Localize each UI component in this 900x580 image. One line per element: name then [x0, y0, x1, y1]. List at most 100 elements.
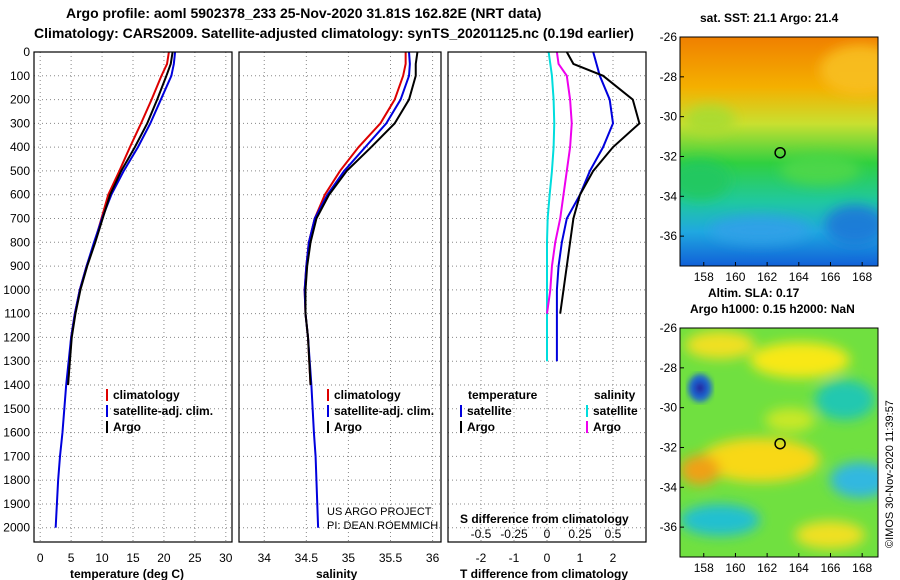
salinity-grid — [239, 51, 441, 542]
temperature-series — [54, 51, 177, 528]
legend-mark-t-argo — [460, 421, 462, 433]
sla-map-subtitle: Argo h1000: 0.15 h2000: NaN — [690, 302, 855, 316]
depth-tick-label: 1500 — [3, 402, 30, 416]
lon-tick-label: 162 — [757, 561, 777, 575]
temperature-xlabel: temperature (deg C) — [70, 567, 184, 580]
salinity-axes-box — [238, 51, 442, 543]
legend-mark-argo — [106, 421, 108, 433]
depth-tick-labels: 0 100 200 300 400 500 600 700 800 900 1000 1100 1200… — [3, 45, 30, 535]
legend-heading-salinity: salinity — [594, 388, 636, 402]
lat-tick-label: -30 — [660, 110, 678, 124]
x-tick-label: 36 — [426, 551, 440, 565]
legend-label-s-satellite: satellite — [593, 404, 638, 418]
difference-axes-box — [447, 51, 647, 543]
s-tick-label: 0.5 — [605, 527, 622, 541]
depth-tick-label: 1700 — [3, 449, 30, 463]
lon-tick-label: 168 — [852, 270, 872, 284]
depth-tick-label: 0 — [23, 45, 30, 59]
sla-map-frame — [679, 327, 879, 558]
sst-map: sat. SST: 21.1 Argo: 21.4 158 160 162 164 16… — [660, 11, 879, 284]
depth-tick-label: 200 — [10, 93, 30, 107]
temperature-axes-box — [33, 51, 233, 543]
series-satellite-adj-clim- — [303, 51, 411, 528]
legend-mark-satellite — [106, 405, 108, 417]
x-tick-label: 2 — [610, 551, 617, 565]
x-tick-label: 25 — [188, 551, 202, 565]
depth-tick-label: 500 — [10, 164, 30, 178]
legend-label-s-argo: Argo — [593, 420, 621, 434]
x-tick-label: 15 — [126, 551, 140, 565]
s-difference-xlabel: S difference from climatology — [460, 512, 629, 526]
legend-label-argo: Argo — [113, 420, 141, 434]
lat-tick-label: -30 — [660, 401, 678, 415]
difference-plot: -2 -1 0 1 2 -0.5 -0.25 0 0.25 0.5 T difference f… — [447, 51, 647, 580]
s-tick-label: 0.25 — [568, 527, 592, 541]
sla-lon-ticks: 158 160 162 164 166 168 — [694, 553, 872, 575]
lat-tick-label: -34 — [660, 189, 678, 203]
legend-mark-t-satellite — [460, 405, 462, 417]
lat-tick-label: -32 — [660, 440, 678, 454]
legend-label-t-satellite: satellite — [467, 404, 512, 418]
legend-mark-s-satellite — [586, 405, 588, 417]
lat-tick-label: -36 — [660, 229, 678, 243]
x-tick-label: 0 — [544, 551, 551, 565]
lat-tick-label: -32 — [660, 149, 678, 163]
sst-lon-ticks: 158 160 162 164 166 168 — [694, 262, 872, 284]
project-credit: US ARGO PROJECT — [327, 506, 432, 518]
series-argo — [304, 51, 419, 386]
argo-location-marker — [774, 146, 786, 159]
lon-tick-label: 166 — [820, 270, 840, 284]
legend-label-climatology: climatology — [113, 388, 180, 402]
difference-legend: temperature salinity satellite Argo sate… — [460, 388, 638, 434]
header-line-1: Argo profile: aoml 5902378_233 25-Nov-20… — [66, 5, 542, 21]
lat-tick-label: -26 — [660, 30, 678, 44]
sst-map-title: sat. SST: 21.1 Argo: 21.4 — [700, 11, 839, 25]
depth-tick-label: 1100 — [4, 307, 30, 321]
depth-tick-label: 900 — [10, 259, 30, 273]
x-tick-label: 5 — [68, 551, 75, 565]
lon-tick-label: 158 — [694, 270, 714, 284]
legend-heading-temperature: temperature — [468, 388, 538, 402]
lat-tick-label: -26 — [660, 321, 678, 335]
s-tick-label: -0.5 — [471, 527, 492, 541]
lon-tick-label: 164 — [789, 561, 809, 575]
series-t-argo — [559, 51, 641, 314]
temperature-grid — [34, 51, 232, 542]
x-tick-label: 20 — [157, 551, 171, 565]
sst-lat-ticks: -26 -28 -30 -32 -34 -36 — [660, 30, 684, 243]
legend-mark-climatology — [106, 389, 108, 401]
sst-map-frame — [679, 36, 879, 267]
lon-tick-label: 160 — [725, 270, 745, 284]
depth-tick-label: 1400 — [3, 378, 30, 392]
series-s-satellite — [546, 51, 556, 362]
salinity-legend: climatology satellite-adj. clim. Argo — [327, 388, 434, 434]
lon-tick-label: 166 — [820, 561, 840, 575]
salinity-tick-labels: 34 34.5 35 35.5 36 — [258, 551, 440, 565]
argo-location-marker — [774, 437, 786, 450]
sla-map-title: Altim. SLA: 0.17 — [708, 286, 800, 300]
series-s-argo — [546, 51, 573, 314]
lon-tick-label: 162 — [757, 270, 777, 284]
x-tick-label: -2 — [476, 551, 487, 565]
sla-map: Altim. SLA: 0.17 Argo h1000: 0.15 h2000:… — [660, 286, 879, 575]
x-tick-label: 34 — [258, 551, 272, 565]
legend-mark-satellite — [327, 405, 329, 417]
x-tick-label: 35 — [342, 551, 356, 565]
lon-tick-label: 158 — [694, 561, 714, 575]
x-tick-label: 35.5 — [379, 551, 403, 565]
depth-tick-label: 600 — [10, 188, 30, 202]
lon-tick-label: 168 — [852, 561, 872, 575]
s-tick-label: 0 — [544, 527, 551, 541]
s-difference-tick-labels: -0.5 -0.25 0 0.25 0.5 — [471, 527, 622, 541]
temperature-tick-labels: 0 5 10 15 20 25 30 — [37, 551, 233, 565]
salinity-plot: 34 34.5 35 35.5 36 salinity climatology sate… — [238, 51, 442, 580]
difference-series — [546, 51, 641, 362]
legend-label-argo: Argo — [334, 420, 362, 434]
depth-tick-label: 1800 — [3, 473, 30, 487]
legend-label-t-argo: Argo — [467, 420, 495, 434]
legend-mark-argo — [327, 421, 329, 433]
depth-tick-label: 1300 — [3, 354, 30, 368]
lon-tick-label: 160 — [725, 561, 745, 575]
imos-credit: ©IMOS 30-Nov-2020 11:39:57 — [884, 400, 896, 548]
x-tick-label: -1 — [509, 551, 520, 565]
